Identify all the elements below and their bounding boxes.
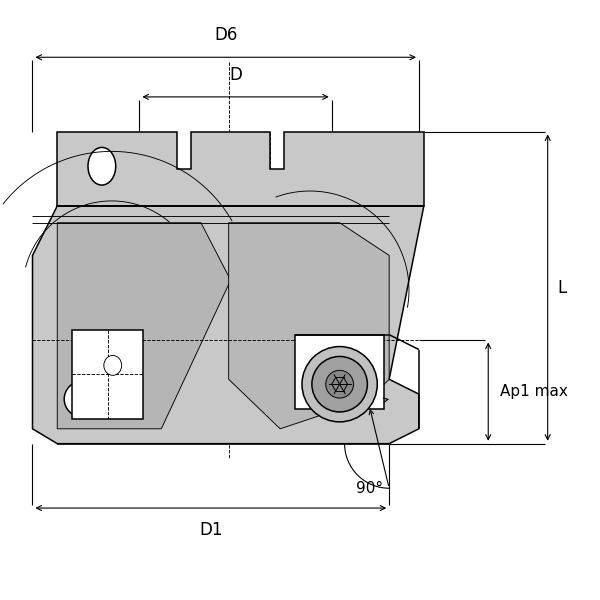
Circle shape: [302, 347, 377, 422]
Polygon shape: [229, 223, 389, 429]
Text: L: L: [557, 278, 567, 296]
Text: 90°: 90°: [356, 481, 383, 496]
FancyBboxPatch shape: [295, 335, 384, 409]
Text: D: D: [229, 66, 242, 84]
Circle shape: [64, 381, 100, 417]
Polygon shape: [57, 131, 424, 206]
Text: Ap1 max: Ap1 max: [500, 384, 568, 399]
Text: D1: D1: [199, 521, 223, 539]
FancyBboxPatch shape: [72, 330, 143, 419]
Circle shape: [326, 370, 353, 398]
Ellipse shape: [104, 355, 122, 375]
Ellipse shape: [88, 148, 116, 185]
Circle shape: [312, 356, 367, 412]
Text: D6: D6: [214, 26, 238, 44]
Polygon shape: [32, 206, 424, 443]
Polygon shape: [57, 223, 230, 429]
